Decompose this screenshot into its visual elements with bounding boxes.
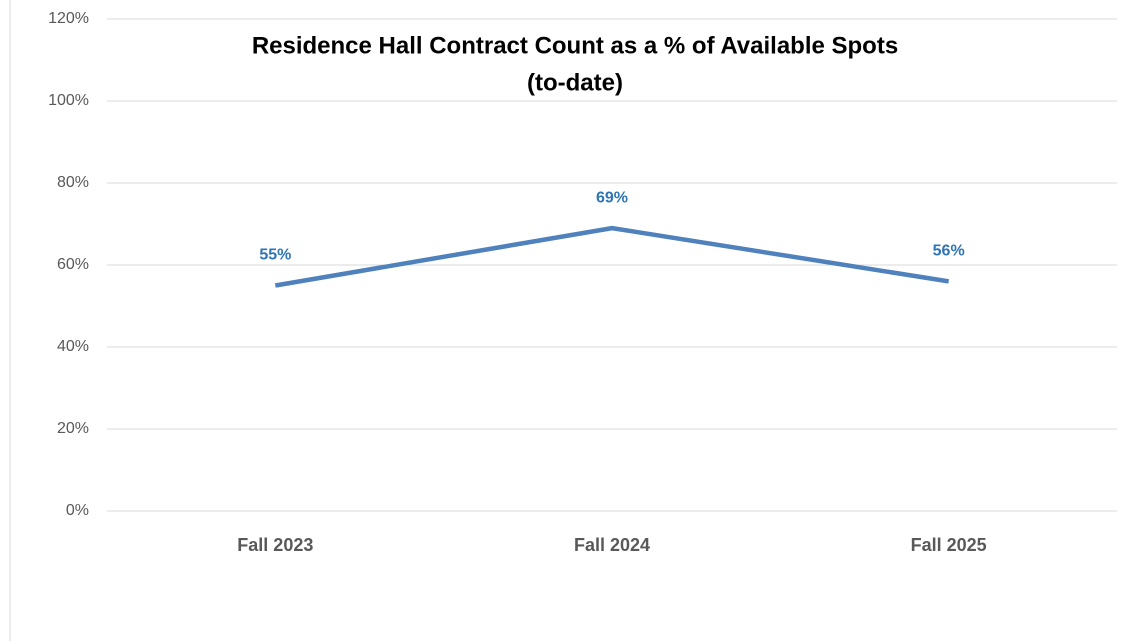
y-tick-label: 80% (57, 174, 89, 191)
chart-title: (to-date) (527, 69, 623, 96)
x-tick-label: Fall 2023 (237, 535, 313, 555)
y-tick-label: 100% (48, 92, 89, 109)
data-label: 56% (933, 243, 965, 260)
y-tick-label: 60% (57, 256, 89, 273)
y-tick-label: 40% (57, 338, 89, 355)
x-tick-label: Fall 2024 (574, 535, 650, 555)
data-label: 55% (259, 247, 291, 264)
chart-title: Residence Hall Contract Count as a % of … (252, 32, 898, 59)
x-tick-label: Fall 2025 (911, 535, 987, 555)
y-tick-label: 20% (57, 420, 89, 437)
y-tick-label: 0% (66, 502, 89, 519)
data-label: 69% (596, 189, 628, 206)
chart-frame (9, 0, 11, 641)
line (274, 225, 950, 288)
y-tick-label: 120% (48, 10, 89, 27)
